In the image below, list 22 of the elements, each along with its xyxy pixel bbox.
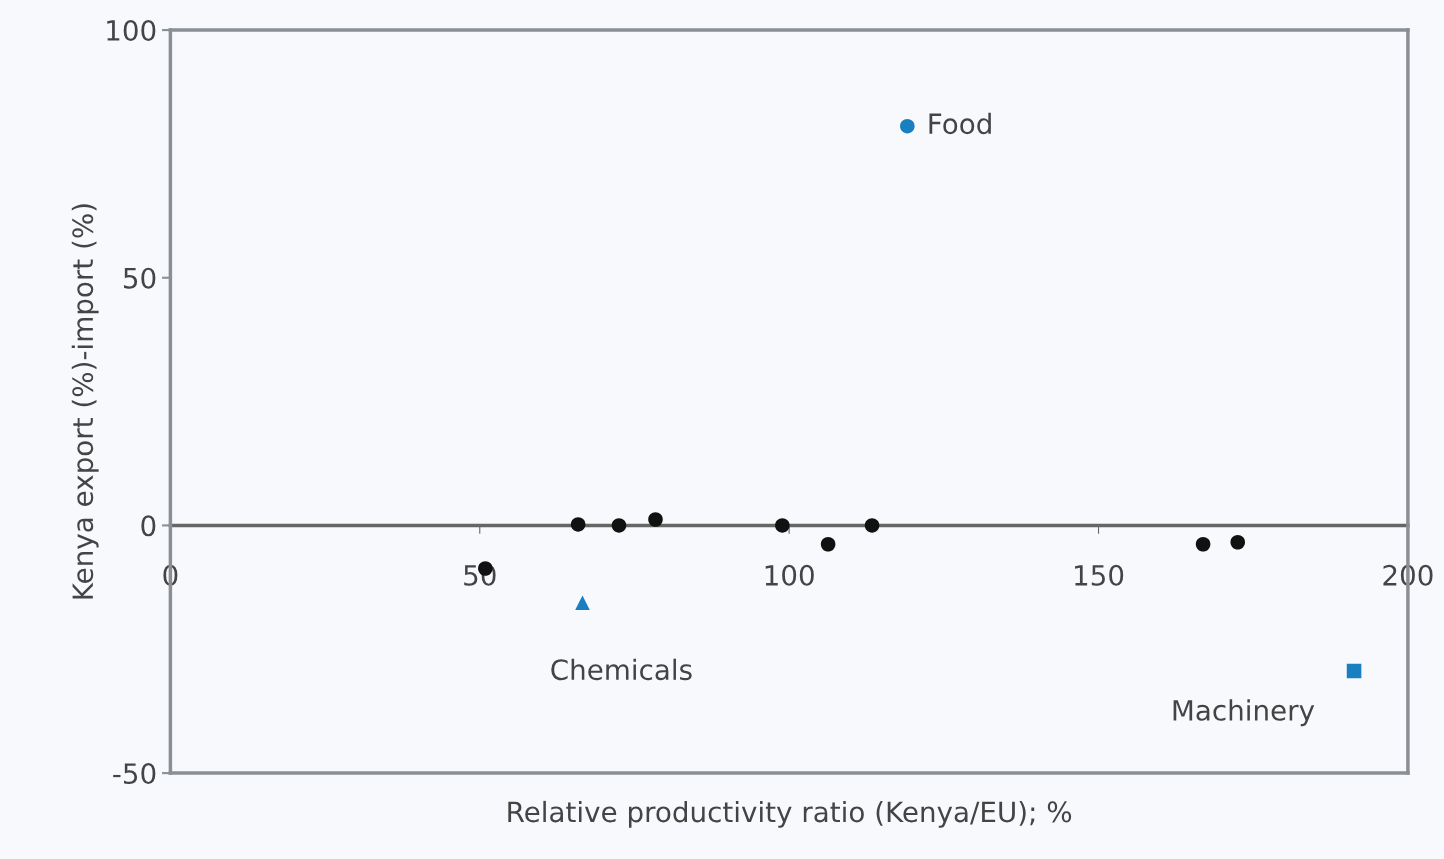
annotation: Food: [929, 112, 991, 135]
annotation: Machinery: [1173, 699, 1315, 727]
point: [864, 518, 880, 533]
x-tick-label: 100: [765, 564, 814, 586]
point: [820, 536, 836, 552]
y-axis-title: Kenya export (%)-import (%): [71, 204, 99, 599]
point: [570, 517, 586, 532]
point: [1230, 534, 1246, 550]
y-tick-label: -50: [113, 763, 156, 785]
point: [775, 518, 790, 533]
point: [1346, 663, 1362, 679]
y-tick-label: 0: [141, 515, 156, 537]
point: [575, 595, 590, 610]
point: [648, 512, 663, 527]
point: [900, 118, 915, 134]
point: [611, 518, 627, 533]
x-axis-title: Relative productivity ratio (Kenya/EU); %: [508, 800, 1072, 828]
point: [1195, 536, 1211, 552]
x-tick-label: 150: [1075, 564, 1124, 586]
annotation: Chemicals: [551, 658, 692, 681]
y-tick-label: 100: [107, 20, 156, 42]
y-tick-label: 50: [123, 267, 156, 289]
